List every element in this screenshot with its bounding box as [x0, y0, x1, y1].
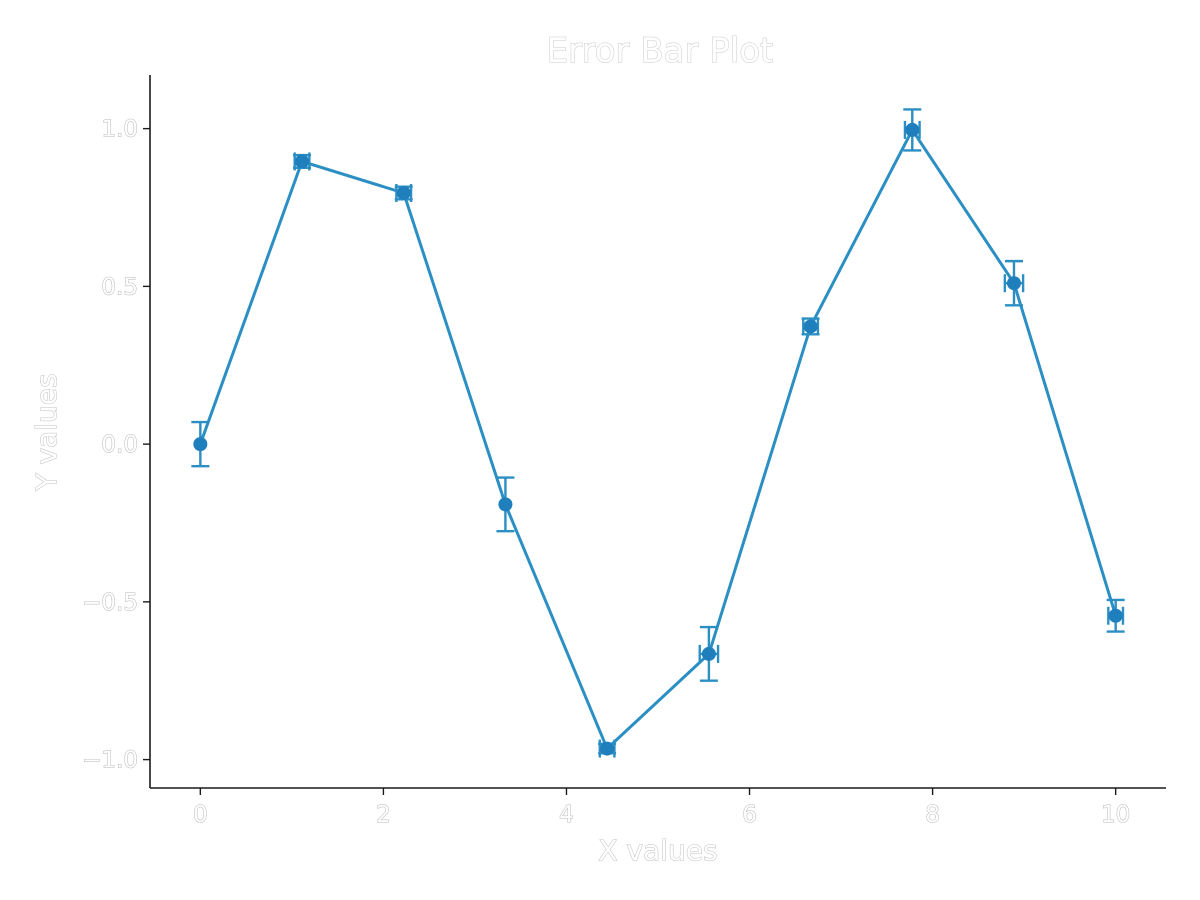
data-point — [905, 122, 920, 137]
x-tick-label: 10 — [1101, 802, 1130, 828]
data-point — [600, 741, 615, 756]
series-line — [198, 128, 1118, 751]
data-point — [701, 646, 716, 661]
data-point — [498, 497, 513, 512]
y-tick-label: 1.0 — [101, 117, 138, 143]
x-tick-label: 0 — [193, 802, 208, 828]
x-tick-label: 6 — [742, 802, 757, 828]
y-axis-label: Y values — [30, 373, 63, 491]
x-axis-label: X values — [598, 834, 717, 867]
data-point — [1006, 276, 1021, 291]
data-point — [295, 154, 310, 169]
x-tick-label: 4 — [559, 802, 574, 828]
chart-title: Error Bar Plot — [547, 31, 774, 71]
data-point — [803, 319, 818, 334]
axis-ticks: 0 2 4 6 8 10 −1.0 −0.5 0.0 0.5 1.0 — [82, 116, 1131, 828]
x-tick-label: 8 — [925, 802, 940, 828]
y-tick-label: 0.5 — [101, 274, 138, 300]
x-tick-label: 2 — [376, 802, 391, 828]
y-tick-label: −0.5 — [82, 590, 138, 616]
y-tick-label: −1.0 — [82, 748, 138, 774]
y-tick-label: 0.0 — [101, 432, 138, 458]
data-point — [396, 185, 411, 200]
plot-area — [191, 108, 1125, 758]
data-point — [1108, 608, 1123, 623]
data-point — [193, 437, 208, 452]
